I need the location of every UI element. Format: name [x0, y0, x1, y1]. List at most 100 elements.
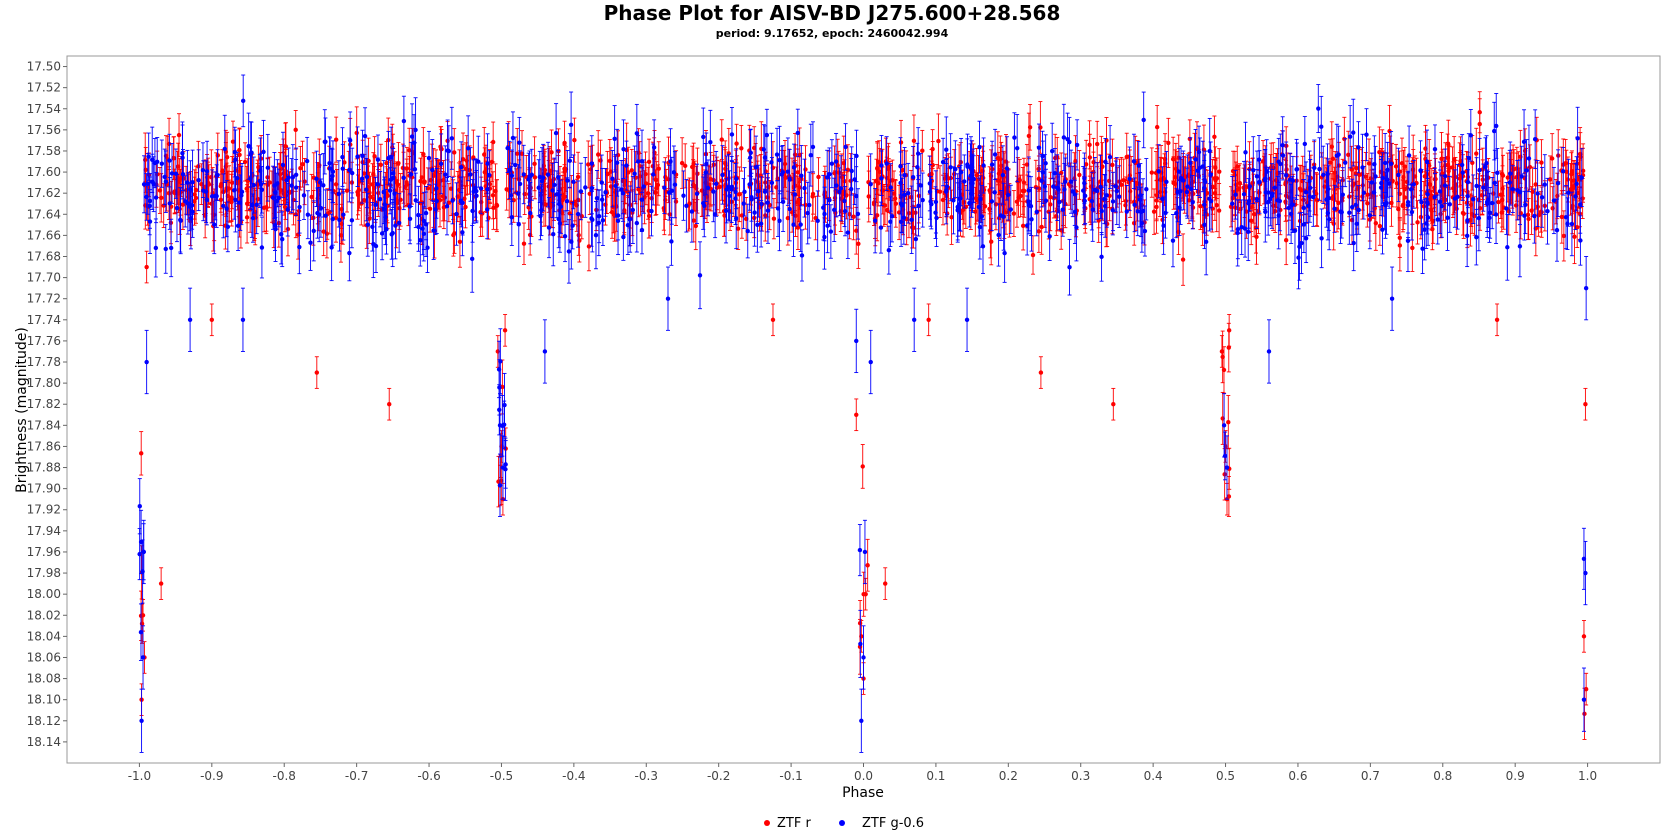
ztf-r-point	[1561, 210, 1567, 262]
y-tick-label: 17.98	[27, 566, 61, 580]
ztf-r-point	[615, 130, 621, 180]
x-axis: -1.0 -0.9 -0.8 -0.7 -0.6 -0.5 -0.4 -0.3 -0.2 -0.1…	[128, 763, 1597, 783]
ztf-r-point	[1083, 139, 1089, 189]
ztf-r-point	[717, 160, 722, 214]
ztf-r-point	[493, 163, 498, 219]
y-tick-label: 17.56	[27, 123, 61, 137]
y-tick-label: 18.10	[27, 693, 61, 707]
x-tick-label: 0.9	[1506, 769, 1525, 783]
ztf-r-point	[1314, 173, 1319, 227]
y-tick-label: 17.72	[27, 292, 61, 306]
y-tick-label: 17.92	[27, 503, 61, 517]
x-tick-label: 0.7	[1361, 769, 1380, 783]
y-tick-label: 18.08	[27, 672, 61, 686]
ztf-r-point	[1154, 179, 1159, 222]
y-tick-label: 18.12	[27, 714, 61, 728]
y-tick-label: 17.96	[27, 545, 61, 559]
ztf-r-point	[816, 157, 821, 197]
ztf-r-point	[1011, 190, 1017, 237]
x-tick-label: -0.9	[200, 769, 223, 783]
ztf-r-point	[139, 431, 144, 476]
ztf-r-point	[1151, 188, 1157, 235]
x-tick-label: -1.0	[128, 769, 151, 783]
x-tick-label: -0.5	[490, 769, 513, 783]
legend: ZTF r ZTF g-0.6	[764, 816, 924, 831]
x-tick-label: -0.6	[417, 769, 440, 783]
chart-title: Phase Plot for AISV-BD J275.600+28.568	[604, 1, 1061, 25]
y-tick-label: 18.02	[27, 608, 61, 622]
ztf-r-point	[1212, 165, 1218, 221]
ztf-r-point	[1496, 180, 1501, 224]
legend-ztf-g-marker	[839, 820, 845, 826]
ztf-r-point	[1283, 215, 1289, 266]
x-tick-label: -0.4	[562, 769, 585, 783]
chart-subtitle: period: 9.17652, epoch: 2460042.994	[716, 27, 949, 40]
ztf-r-point	[1217, 148, 1222, 196]
y-tick-label: 17.60	[27, 165, 61, 179]
x-tick-label: 0.0	[854, 769, 873, 783]
y-tick-label: 17.54	[27, 102, 61, 116]
ztf-r-point	[1377, 206, 1383, 246]
x-tick-label: -0.1	[779, 769, 802, 783]
y-tick-label: 18.04	[27, 629, 61, 643]
y-tick-label: 17.62	[27, 186, 61, 200]
ztf-r-point	[1410, 223, 1415, 272]
x-tick-label: 0.6	[1288, 769, 1307, 783]
y-tick-label: 18.06	[27, 650, 61, 664]
ztf-r-point	[654, 161, 659, 216]
ztf-r-point	[810, 173, 816, 215]
ztf-r-point	[851, 193, 856, 241]
ztf-r-point	[679, 137, 685, 189]
ztf-r-point	[1172, 158, 1178, 210]
ztf-r-point	[218, 159, 223, 213]
ztf-r-point	[436, 159, 442, 210]
ztf-r-point	[407, 127, 412, 173]
legend-ztf-r-marker	[764, 820, 770, 826]
ztf-r-point	[1251, 191, 1257, 238]
ztf-r-point	[562, 120, 567, 166]
y-tick-label: 17.76	[27, 334, 61, 348]
x-tick-label: 1.0	[1578, 769, 1597, 783]
y-tick-label: 17.84	[27, 418, 61, 432]
x-tick-label: -0.3	[635, 769, 658, 783]
y-tick-label: 17.82	[27, 397, 61, 411]
ztf-r-point	[845, 144, 851, 196]
x-tick-label: 0.1	[926, 769, 945, 783]
x-tick-label: 0.5	[1216, 769, 1235, 783]
ztf-r-point	[283, 122, 289, 171]
ztf-r-point	[719, 119, 724, 160]
ztf-r-point	[687, 177, 692, 230]
x-tick-label: 0.3	[1071, 769, 1090, 783]
ztf-r-point	[1393, 143, 1399, 189]
ztf-r-point	[452, 128, 457, 177]
ztf-r-point	[1119, 156, 1124, 213]
ztf-r-point	[1313, 172, 1319, 216]
y-tick-label: 17.78	[27, 355, 61, 369]
ztf-r-point	[1030, 235, 1036, 275]
x-axis-label: Phase	[842, 785, 884, 801]
ztf-r-point	[421, 127, 426, 182]
y-tick-label: 17.90	[27, 482, 61, 496]
ztf-r-point	[361, 153, 367, 193]
legend-ztf-g-label: ZTF g-0.6	[862, 816, 924, 831]
ztf-r-point	[987, 166, 992, 215]
ztf-r-point	[425, 167, 431, 210]
y-tick-label: 17.68	[27, 249, 61, 263]
y-tick-label: 17.74	[27, 313, 61, 327]
y-tick-label: 17.94	[27, 524, 61, 538]
ztf-r-point	[1539, 139, 1544, 186]
ztf-r-point	[1110, 138, 1115, 192]
y-tick-label: 17.88	[27, 461, 61, 475]
ztf-r-point	[909, 206, 915, 249]
ztf-r-point	[1027, 104, 1033, 151]
ztf-r-point	[735, 207, 741, 250]
ztf-r-point	[1377, 126, 1382, 178]
x-tick-label: 0.4	[1144, 769, 1163, 783]
ztf-r-point	[230, 120, 236, 163]
ztf-r-point	[278, 144, 284, 194]
ztf-r-point	[1154, 105, 1160, 150]
ztf-r-point	[865, 538, 870, 592]
legend-ztf-r-label: ZTF r	[777, 816, 811, 831]
ztf-r-point	[739, 124, 744, 172]
